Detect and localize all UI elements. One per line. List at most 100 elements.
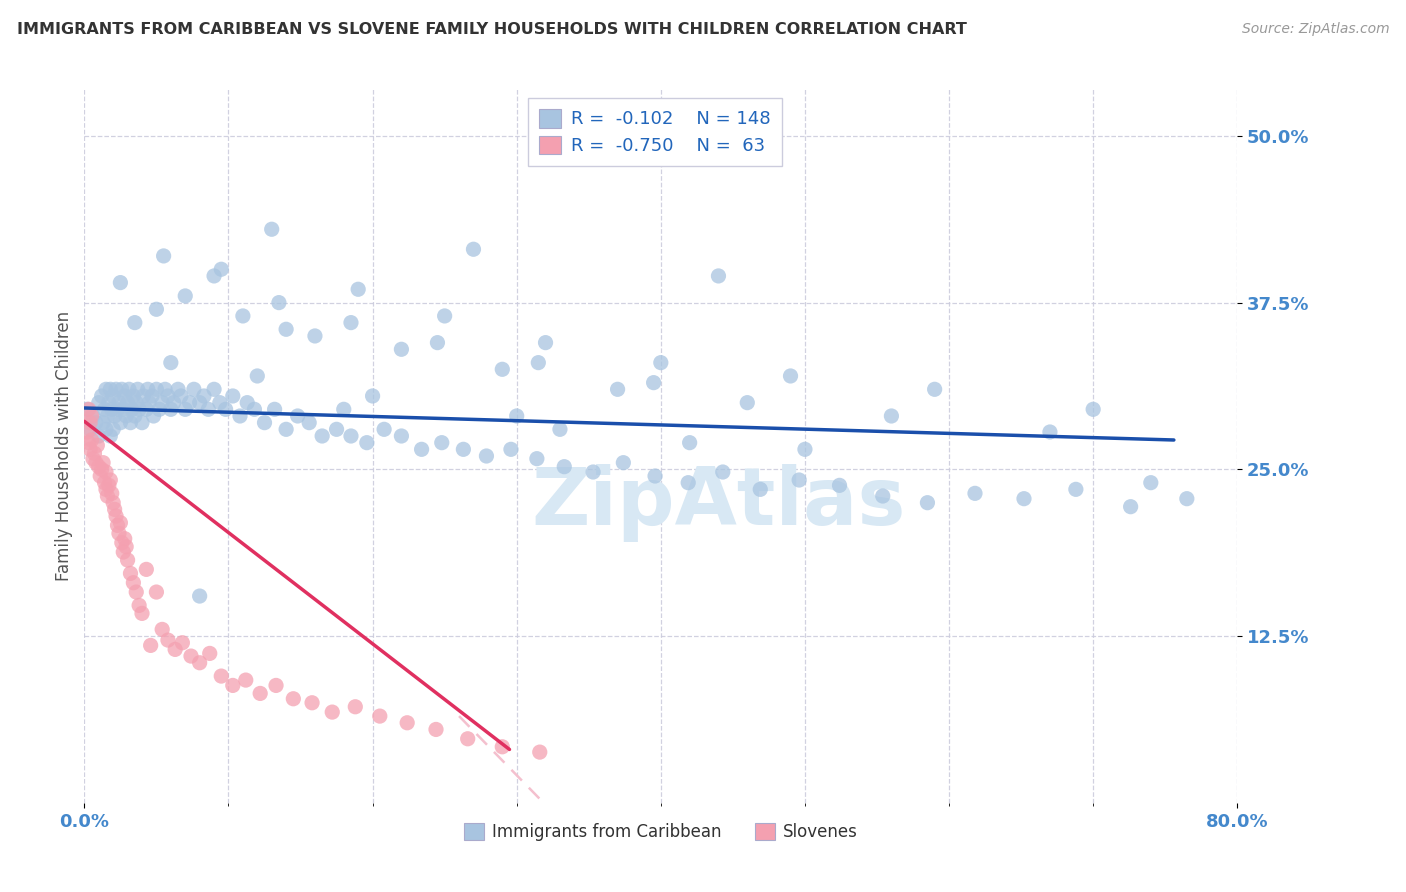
Point <box>120 416 142 430</box>
Point <box>325 422 347 436</box>
Point <box>93 475 115 490</box>
Point <box>131 607 153 621</box>
Point <box>180 649 202 664</box>
Point <box>236 395 259 409</box>
Point <box>79 442 101 457</box>
Point <box>426 335 449 350</box>
Point <box>87 395 110 409</box>
Point <box>1083 402 1105 417</box>
Point <box>98 382 121 396</box>
Point <box>361 389 384 403</box>
Point <box>107 518 129 533</box>
Point <box>1039 425 1062 439</box>
Point <box>104 502 127 516</box>
Point <box>87 459 110 474</box>
Text: Source: ZipAtlas.com: Source: ZipAtlas.com <box>1241 22 1389 37</box>
Point <box>80 409 103 423</box>
Point <box>650 356 672 370</box>
Point <box>80 433 103 447</box>
Point <box>188 656 211 670</box>
Point <box>127 382 149 396</box>
Point <box>298 416 321 430</box>
Point <box>198 647 221 661</box>
Point <box>433 309 456 323</box>
Point <box>794 442 817 457</box>
Point <box>787 473 810 487</box>
Point <box>301 696 323 710</box>
Point <box>96 409 118 423</box>
Point <box>131 416 153 430</box>
Point <box>124 409 146 423</box>
Point <box>76 425 98 439</box>
Point <box>87 429 110 443</box>
Point <box>463 242 485 256</box>
Point <box>111 382 134 396</box>
Point <box>373 422 395 436</box>
Point <box>108 526 131 541</box>
Point <box>963 486 986 500</box>
Point <box>340 316 363 330</box>
Point <box>145 585 167 599</box>
Point <box>457 731 479 746</box>
Point <box>499 442 522 457</box>
Point <box>253 416 276 430</box>
Point <box>202 382 225 396</box>
Point <box>430 435 453 450</box>
Point <box>112 402 135 417</box>
Point <box>110 276 132 290</box>
Point <box>333 402 356 417</box>
Point <box>79 422 101 436</box>
Point <box>115 540 138 554</box>
Point <box>115 409 138 423</box>
Point <box>91 416 114 430</box>
Point <box>111 535 134 549</box>
Point <box>117 395 139 409</box>
Point <box>749 483 772 497</box>
Point <box>117 553 139 567</box>
Point <box>170 389 193 403</box>
Point <box>396 715 419 730</box>
Text: ZipAtlas: ZipAtlas <box>531 464 905 542</box>
Point <box>100 486 122 500</box>
Point <box>208 395 231 409</box>
Point <box>172 636 194 650</box>
Point <box>283 691 305 706</box>
Point <box>160 356 183 370</box>
Point <box>391 343 413 357</box>
Point <box>1012 491 1035 506</box>
Point <box>779 368 801 383</box>
Point <box>222 678 245 692</box>
Point <box>1175 491 1198 506</box>
Y-axis label: Family Households with Children: Family Households with Children <box>55 311 73 581</box>
Point <box>232 309 254 323</box>
Point <box>425 723 447 737</box>
Point <box>142 409 165 423</box>
Point <box>344 699 367 714</box>
Point <box>128 599 150 613</box>
Point <box>103 422 124 436</box>
Point <box>475 449 498 463</box>
Point <box>108 395 131 409</box>
Point <box>103 496 124 510</box>
Point <box>76 402 98 417</box>
Point <box>86 438 108 452</box>
Point <box>917 496 939 510</box>
Point <box>105 509 128 524</box>
Point <box>872 489 894 503</box>
Point <box>506 409 529 423</box>
Point <box>263 402 285 417</box>
Point <box>124 316 146 330</box>
Point <box>163 395 186 409</box>
Point <box>209 669 232 683</box>
Point <box>112 545 135 559</box>
Point <box>98 429 121 443</box>
Point <box>924 382 946 396</box>
Point <box>1064 483 1087 497</box>
Point <box>114 532 136 546</box>
Text: IMMIGRANTS FROM CARIBBEAN VS SLOVENE FAMILY HOUSEHOLDS WITH CHILDREN CORRELATION: IMMIGRANTS FROM CARIBBEAN VS SLOVENE FAM… <box>17 22 967 37</box>
Point <box>249 686 271 700</box>
Point <box>138 395 160 409</box>
Point <box>122 389 145 403</box>
Point <box>179 395 201 409</box>
Point <box>491 739 513 754</box>
